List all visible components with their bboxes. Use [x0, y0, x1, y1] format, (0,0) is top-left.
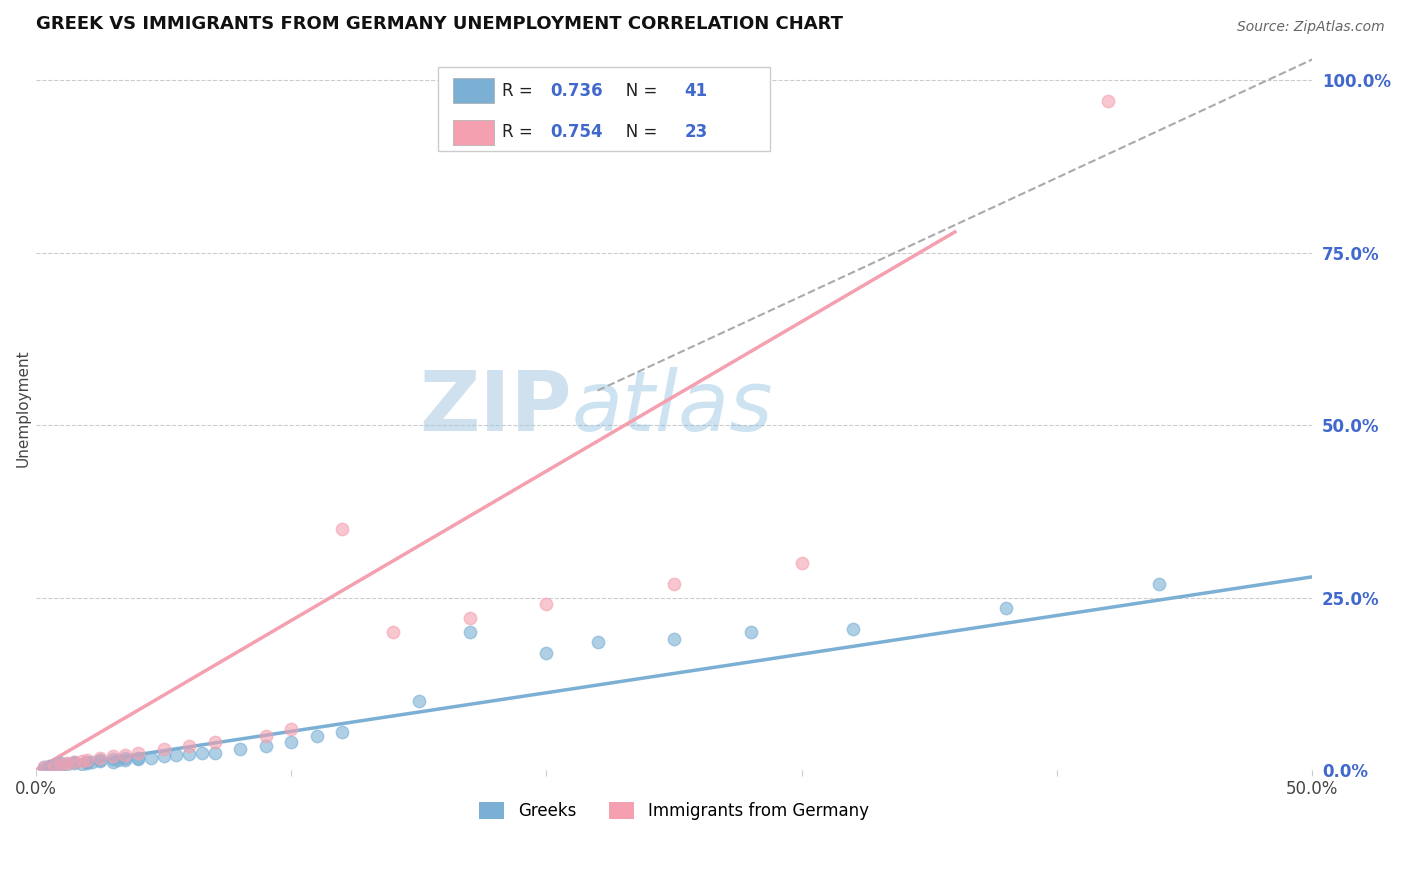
Text: 0.736: 0.736	[550, 82, 603, 100]
Point	[32, 759, 55, 773]
Point	[204, 735, 226, 749]
Point	[51, 758, 73, 772]
Point	[51, 756, 73, 770]
Point	[1097, 94, 1119, 108]
Point	[89, 750, 111, 764]
Point	[790, 556, 813, 570]
Legend: Greeks, Immigrants from Germany: Greeks, Immigrants from Germany	[472, 796, 876, 827]
Point	[76, 753, 98, 767]
Text: ZIP: ZIP	[419, 368, 572, 449]
Point	[63, 755, 86, 769]
Point	[89, 753, 111, 767]
Point	[330, 522, 353, 536]
Point	[42, 758, 65, 772]
Point	[89, 754, 111, 768]
Text: N =: N =	[610, 123, 662, 142]
Point	[101, 755, 124, 769]
Text: GREEK VS IMMIGRANTS FROM GERMANY UNEMPLOYMENT CORRELATION CHART: GREEK VS IMMIGRANTS FROM GERMANY UNEMPLO…	[37, 15, 844, 33]
Text: N =: N =	[610, 82, 662, 100]
Point	[1147, 576, 1170, 591]
Point	[662, 576, 685, 591]
Point	[458, 611, 481, 625]
Point	[139, 751, 162, 765]
Point	[63, 756, 86, 770]
Point	[152, 742, 174, 756]
Text: Source: ZipAtlas.com: Source: ZipAtlas.com	[1237, 20, 1385, 34]
FancyBboxPatch shape	[439, 68, 770, 151]
Text: R =: R =	[502, 123, 538, 142]
Point	[177, 739, 200, 753]
Point	[82, 756, 104, 770]
Point	[114, 747, 136, 762]
Point	[55, 756, 77, 770]
Point	[51, 757, 73, 772]
Point	[32, 759, 55, 773]
Point	[107, 753, 129, 767]
Point	[280, 735, 302, 749]
Point	[42, 758, 65, 772]
Point	[280, 722, 302, 736]
Text: 0.754: 0.754	[550, 123, 603, 142]
Point	[55, 757, 77, 772]
Text: 23: 23	[685, 123, 707, 142]
Point	[127, 746, 149, 760]
Point	[38, 759, 60, 773]
Point	[842, 622, 865, 636]
Point	[305, 729, 328, 743]
Point	[76, 755, 98, 769]
Point	[994, 600, 1017, 615]
Point	[70, 756, 93, 771]
Point	[152, 749, 174, 764]
Point	[536, 598, 558, 612]
FancyBboxPatch shape	[453, 120, 494, 145]
Point	[127, 750, 149, 764]
Point	[191, 746, 214, 760]
Point	[70, 754, 93, 768]
Y-axis label: Unemployment: Unemployment	[15, 349, 31, 467]
Point	[127, 752, 149, 766]
Point	[114, 753, 136, 767]
Point	[458, 625, 481, 640]
Point	[740, 625, 762, 640]
Point	[165, 747, 187, 762]
Text: R =: R =	[502, 82, 538, 100]
Point	[382, 625, 405, 640]
Point	[229, 742, 252, 756]
Point	[586, 635, 609, 649]
Point	[204, 746, 226, 760]
Point	[101, 749, 124, 764]
Text: 41: 41	[685, 82, 707, 100]
Point	[114, 751, 136, 765]
Point	[177, 747, 200, 761]
FancyBboxPatch shape	[453, 78, 494, 103]
Point	[101, 752, 124, 766]
Point	[408, 694, 430, 708]
Point	[76, 756, 98, 770]
Point	[536, 646, 558, 660]
Point	[63, 755, 86, 769]
Point	[254, 739, 277, 753]
Text: atlas: atlas	[572, 368, 773, 449]
Point	[254, 729, 277, 743]
Point	[662, 632, 685, 646]
Point	[330, 725, 353, 739]
